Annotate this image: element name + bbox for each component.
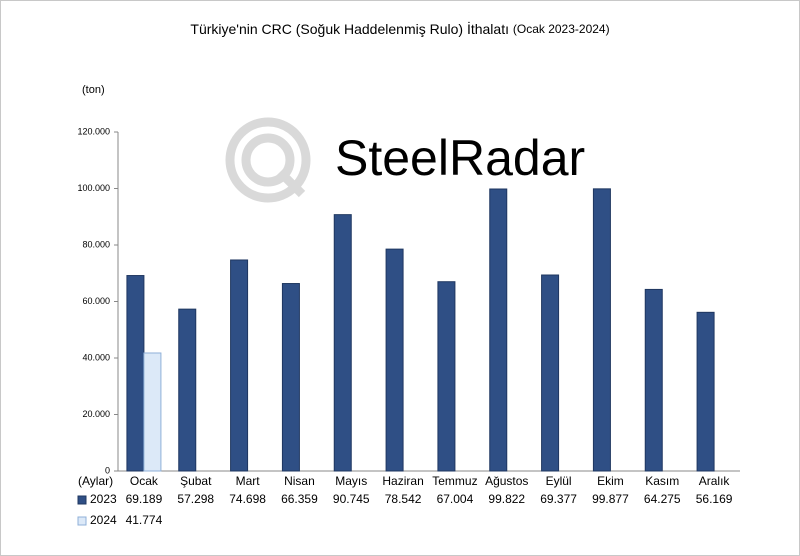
y-tick-label: 20.000: [82, 409, 110, 419]
chart-title: Türkiye'nin CRC (Soğuk Haddelenmiş Rulo)…: [190, 20, 609, 37]
data-label: 78.542: [385, 492, 422, 506]
x-tick-label: Mayıs: [335, 474, 367, 488]
y-tick-label: 80.000: [82, 239, 110, 249]
bar: [592, 188, 611, 472]
data-label: 66.359: [281, 492, 318, 506]
y-tick-label: 60.000: [82, 296, 110, 306]
x-tick-label: Şubat: [180, 474, 212, 488]
bar: [143, 352, 162, 472]
data-label: 69.189: [126, 492, 163, 506]
subtitle: (Ocak 2023-2024): [513, 22, 610, 36]
y-tick-label: 0: [105, 465, 110, 475]
legend-label: 2024: [90, 513, 117, 527]
y-axis-label: (ton): [82, 84, 105, 96]
data-label: 99.877: [592, 492, 629, 506]
x-tick-label: Ağustos: [485, 474, 528, 488]
x-tick-label: Ocak: [130, 474, 159, 488]
title: Türkiye'nin CRC (Soğuk Haddelenmiş Rulo)…: [190, 20, 509, 37]
bar: [230, 259, 249, 472]
bar: [489, 188, 508, 472]
x-tick-label: Aralık: [699, 474, 731, 488]
legend-swatch: [77, 495, 87, 505]
bar: [281, 283, 300, 472]
data-label: 56.169: [696, 492, 733, 506]
data-label: 64.275: [644, 492, 681, 506]
legend-label: 2023: [90, 492, 117, 506]
x-tick-label: Eylül: [546, 474, 572, 488]
watermark: SteelRadar: [335, 130, 585, 186]
data-label: 41.774: [126, 513, 163, 527]
x-tick-label: Mart: [236, 474, 261, 488]
bar: [385, 248, 404, 472]
bar: [126, 275, 145, 472]
x-tick-label: Haziran: [382, 474, 423, 488]
bar: [178, 308, 197, 472]
data-label: 57.298: [177, 492, 214, 506]
data-label: 90.745: [333, 492, 370, 506]
x-tick-label: Kasım: [645, 474, 679, 488]
x-tick-label: Ekim: [597, 474, 624, 488]
legend-swatch: [77, 516, 87, 526]
x-tick-label: Nisan: [284, 474, 315, 488]
data-label: 67.004: [437, 492, 474, 506]
x-axis-label: (Aylar): [78, 474, 113, 488]
bar: [644, 288, 663, 472]
data-label: 99.822: [488, 492, 525, 506]
y-tick-label: 100.000: [77, 183, 110, 193]
bar: [541, 274, 560, 472]
bar: [333, 214, 352, 472]
watermark-icon: [225, 117, 311, 203]
x-tick-label: Temmuz: [432, 474, 477, 488]
bar: [437, 281, 456, 472]
y-tick-label: 120.000: [77, 126, 110, 136]
y-tick-label: 40.000: [82, 352, 110, 362]
data-label: 74.698: [229, 492, 266, 506]
bar: [696, 311, 715, 472]
data-label: 69.377: [540, 492, 577, 506]
